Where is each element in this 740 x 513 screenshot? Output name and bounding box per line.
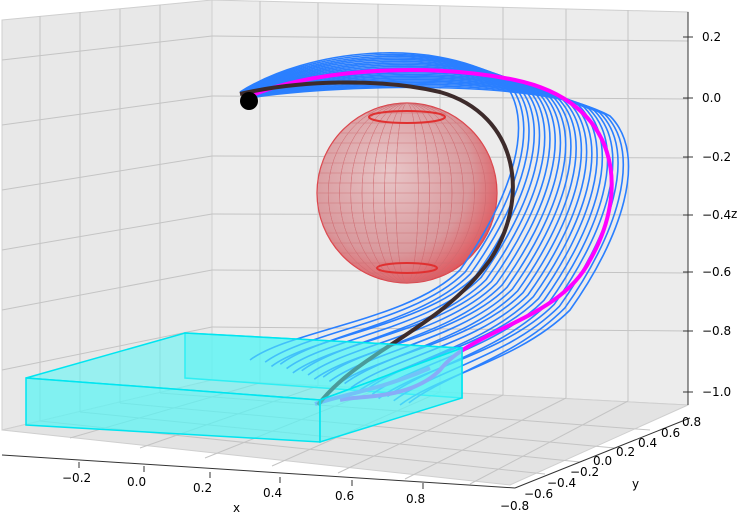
sampled-trajectories <box>239 52 630 406</box>
y-tick-label: 0.8 <box>682 415 701 429</box>
sampled-trajectory-line <box>243 67 567 380</box>
y-tick-label: 0.6 <box>661 426 680 440</box>
sampled-trajectory-line <box>245 73 588 389</box>
x-tick-label: 0.2 <box>193 481 212 495</box>
sampled-trajectory-line <box>240 53 525 363</box>
x-tick-label: 0.6 <box>335 489 354 503</box>
goal-region <box>25 332 463 444</box>
x-axis-label: x <box>233 501 240 513</box>
sampled-trajectory-line <box>241 57 536 368</box>
y-tick-label: 0.4 <box>638 436 657 450</box>
x-tick-label: 0.8 <box>406 492 425 506</box>
y-axis-ticks: −0.8−0.6−0.4−0.20.0 0.20.4 0.60.8 <box>500 415 701 513</box>
x-tick-label: 0.0 <box>127 475 146 489</box>
sampled-trajectory-line <box>249 86 630 406</box>
start-marker <box>240 92 258 110</box>
z-tick-label: −1.0 <box>702 385 731 399</box>
y-tick-label: −0.4 <box>547 476 576 490</box>
reference-trajectory <box>239 80 515 407</box>
z-tick-label: −0.2 <box>702 150 731 164</box>
y-tick-label: −0.6 <box>524 487 553 501</box>
sampled-trajectory-line <box>242 60 546 372</box>
y-tick-label: −0.8 <box>500 499 529 513</box>
y-tick-label: 0.2 <box>616 445 635 459</box>
sampled-trajectory-line <box>242 62 551 374</box>
y-axis-label: y <box>632 477 639 491</box>
z-axis-label: z <box>731 207 737 221</box>
obstacle-sphere <box>316 102 498 284</box>
sampled-trajectory-line <box>246 75 593 391</box>
z-tick-label: −0.6 <box>702 265 731 279</box>
sampled-trajectory-line <box>240 55 530 365</box>
sampled-trajectory-line <box>241 58 541 370</box>
z-tick-label: 0.0 <box>702 91 721 105</box>
sampled-trajectory-line <box>245 72 583 387</box>
x-tick-label: 0.4 <box>263 486 282 500</box>
z-tick-label: −0.8 <box>702 324 731 338</box>
z-axis-ticks: 0.2 0.0 −0.2 −0.4 −0.6 −0.8 −1.0 <box>683 30 731 399</box>
axis-lines <box>1 12 691 489</box>
z-tick-label: 0.2 <box>702 30 721 44</box>
z-tick-label: −0.4 <box>702 208 731 222</box>
sampled-trajectory-line <box>239 52 520 361</box>
x-tick-label: −0.2 <box>62 471 91 485</box>
goal-region-side <box>319 346 463 444</box>
x-axis-ticks: −0.2 0.0 0.2 0.4 0.6 0.8 <box>62 462 425 506</box>
sampled-trajectory-line <box>247 80 609 398</box>
y-tick-label: −0.2 <box>570 465 599 479</box>
sampled-trajectory-line <box>243 65 562 378</box>
y-tick-label: 0.0 <box>593 454 612 468</box>
